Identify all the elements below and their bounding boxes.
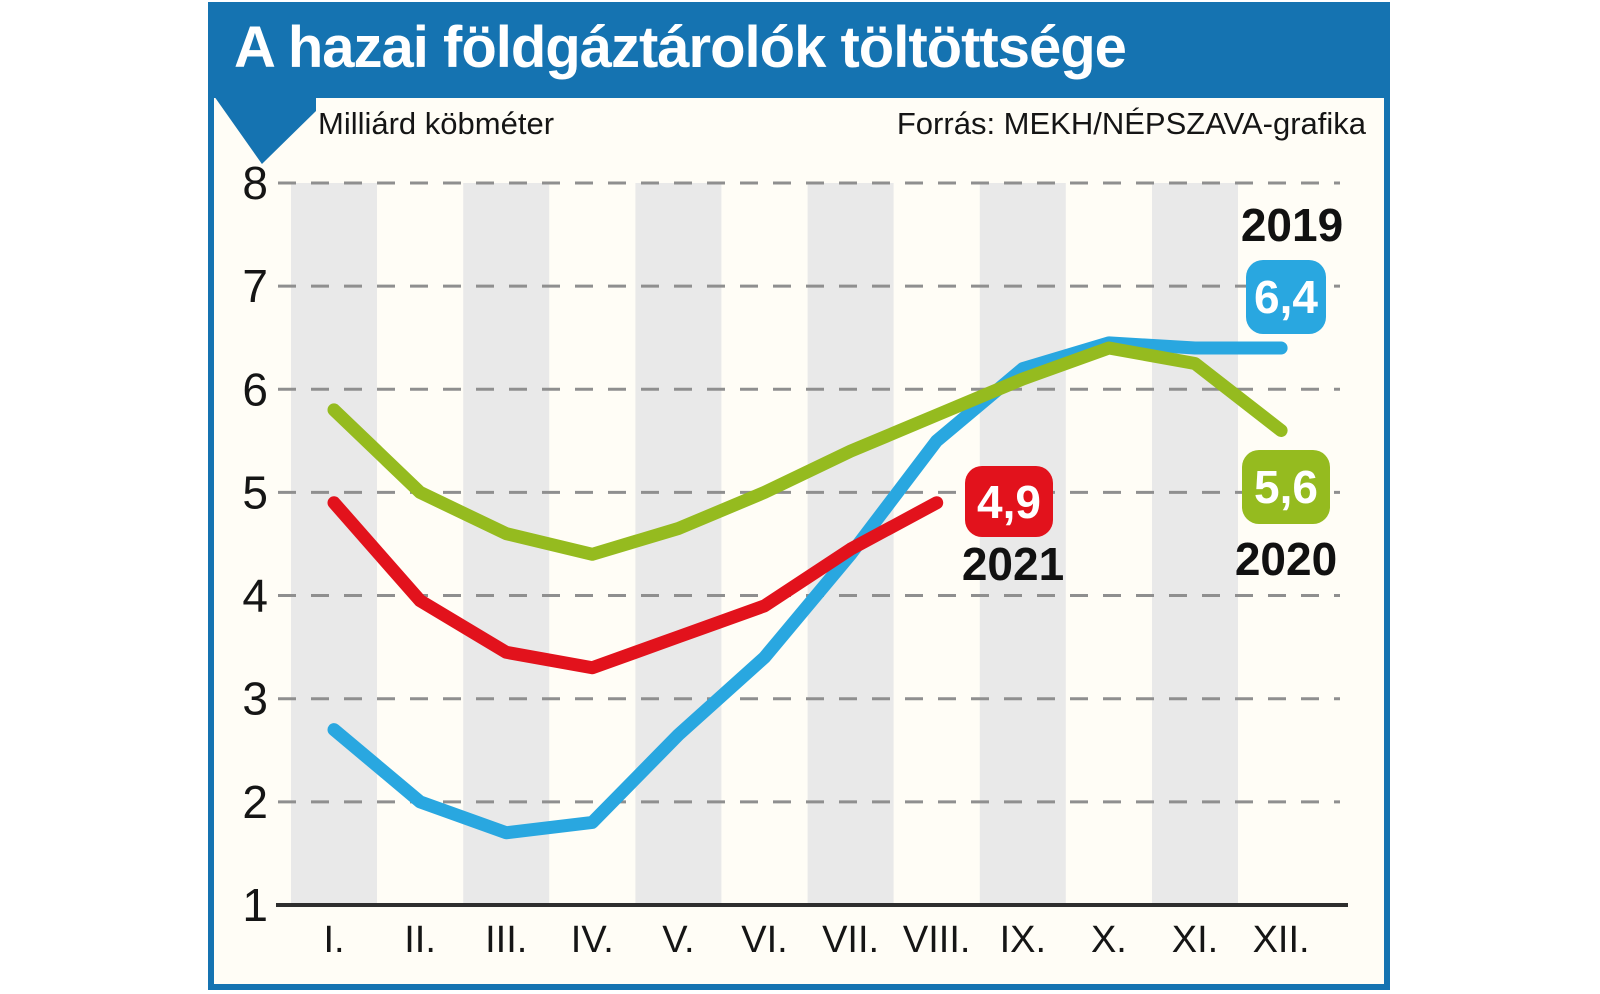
x-tick-label: IV. <box>571 919 614 961</box>
x-tick-label: X. <box>1091 919 1127 961</box>
x-tick-label: VI. <box>741 919 787 961</box>
shaded-month-band <box>1152 183 1238 905</box>
series-label-2020: 2020 <box>1234 533 1338 585</box>
x-tick-label: II. <box>404 919 436 961</box>
y-tick-label: 6 <box>242 363 268 415</box>
series-line-2020 <box>327 341 1288 561</box>
x-tick-label: I. <box>323 919 344 961</box>
series-line-2019 <box>327 336 1288 840</box>
y-tick-label: 2 <box>242 776 268 828</box>
source-credit: Forrás: MEKH/NÉPSZAVA-grafika <box>896 106 1366 141</box>
x-tick-label: XI. <box>1172 919 1218 961</box>
value-badge-2020: 5,6 <box>1242 450 1330 524</box>
series-line-2021 <box>327 496 944 675</box>
x-tick-label: XII. <box>1253 919 1310 961</box>
y-axis-unit-label: Milliárd köbméter <box>318 106 555 141</box>
y-tick-label: 8 <box>242 157 268 209</box>
y-tick-label: 3 <box>242 673 268 725</box>
shaded-month-band <box>979 183 1066 905</box>
series-label-2021: 2021 <box>961 538 1065 590</box>
page-title: A hazai földgáztárolók töltöttsége <box>234 14 1127 80</box>
value-badge-2019: 6,4 <box>1246 260 1326 334</box>
x-tick-label: V. <box>662 919 694 961</box>
x-tick-label: III. <box>485 919 527 961</box>
value-badge-2021: 4,9 <box>965 466 1053 537</box>
x-tick-label: IX. <box>1000 919 1046 961</box>
y-tick-label: 1 <box>242 879 268 931</box>
x-tick-label: VII. <box>822 919 879 961</box>
y-tick-label: 4 <box>242 570 268 622</box>
y-tick-label: 5 <box>242 466 268 518</box>
x-tick-label: VIII. <box>903 919 971 961</box>
series-label-2019: 2019 <box>1240 199 1344 251</box>
shaded-month-band <box>635 183 722 905</box>
title-banner: A hazai földgáztárolók töltöttsége <box>208 2 1390 98</box>
y-tick-label: 7 <box>242 260 268 312</box>
